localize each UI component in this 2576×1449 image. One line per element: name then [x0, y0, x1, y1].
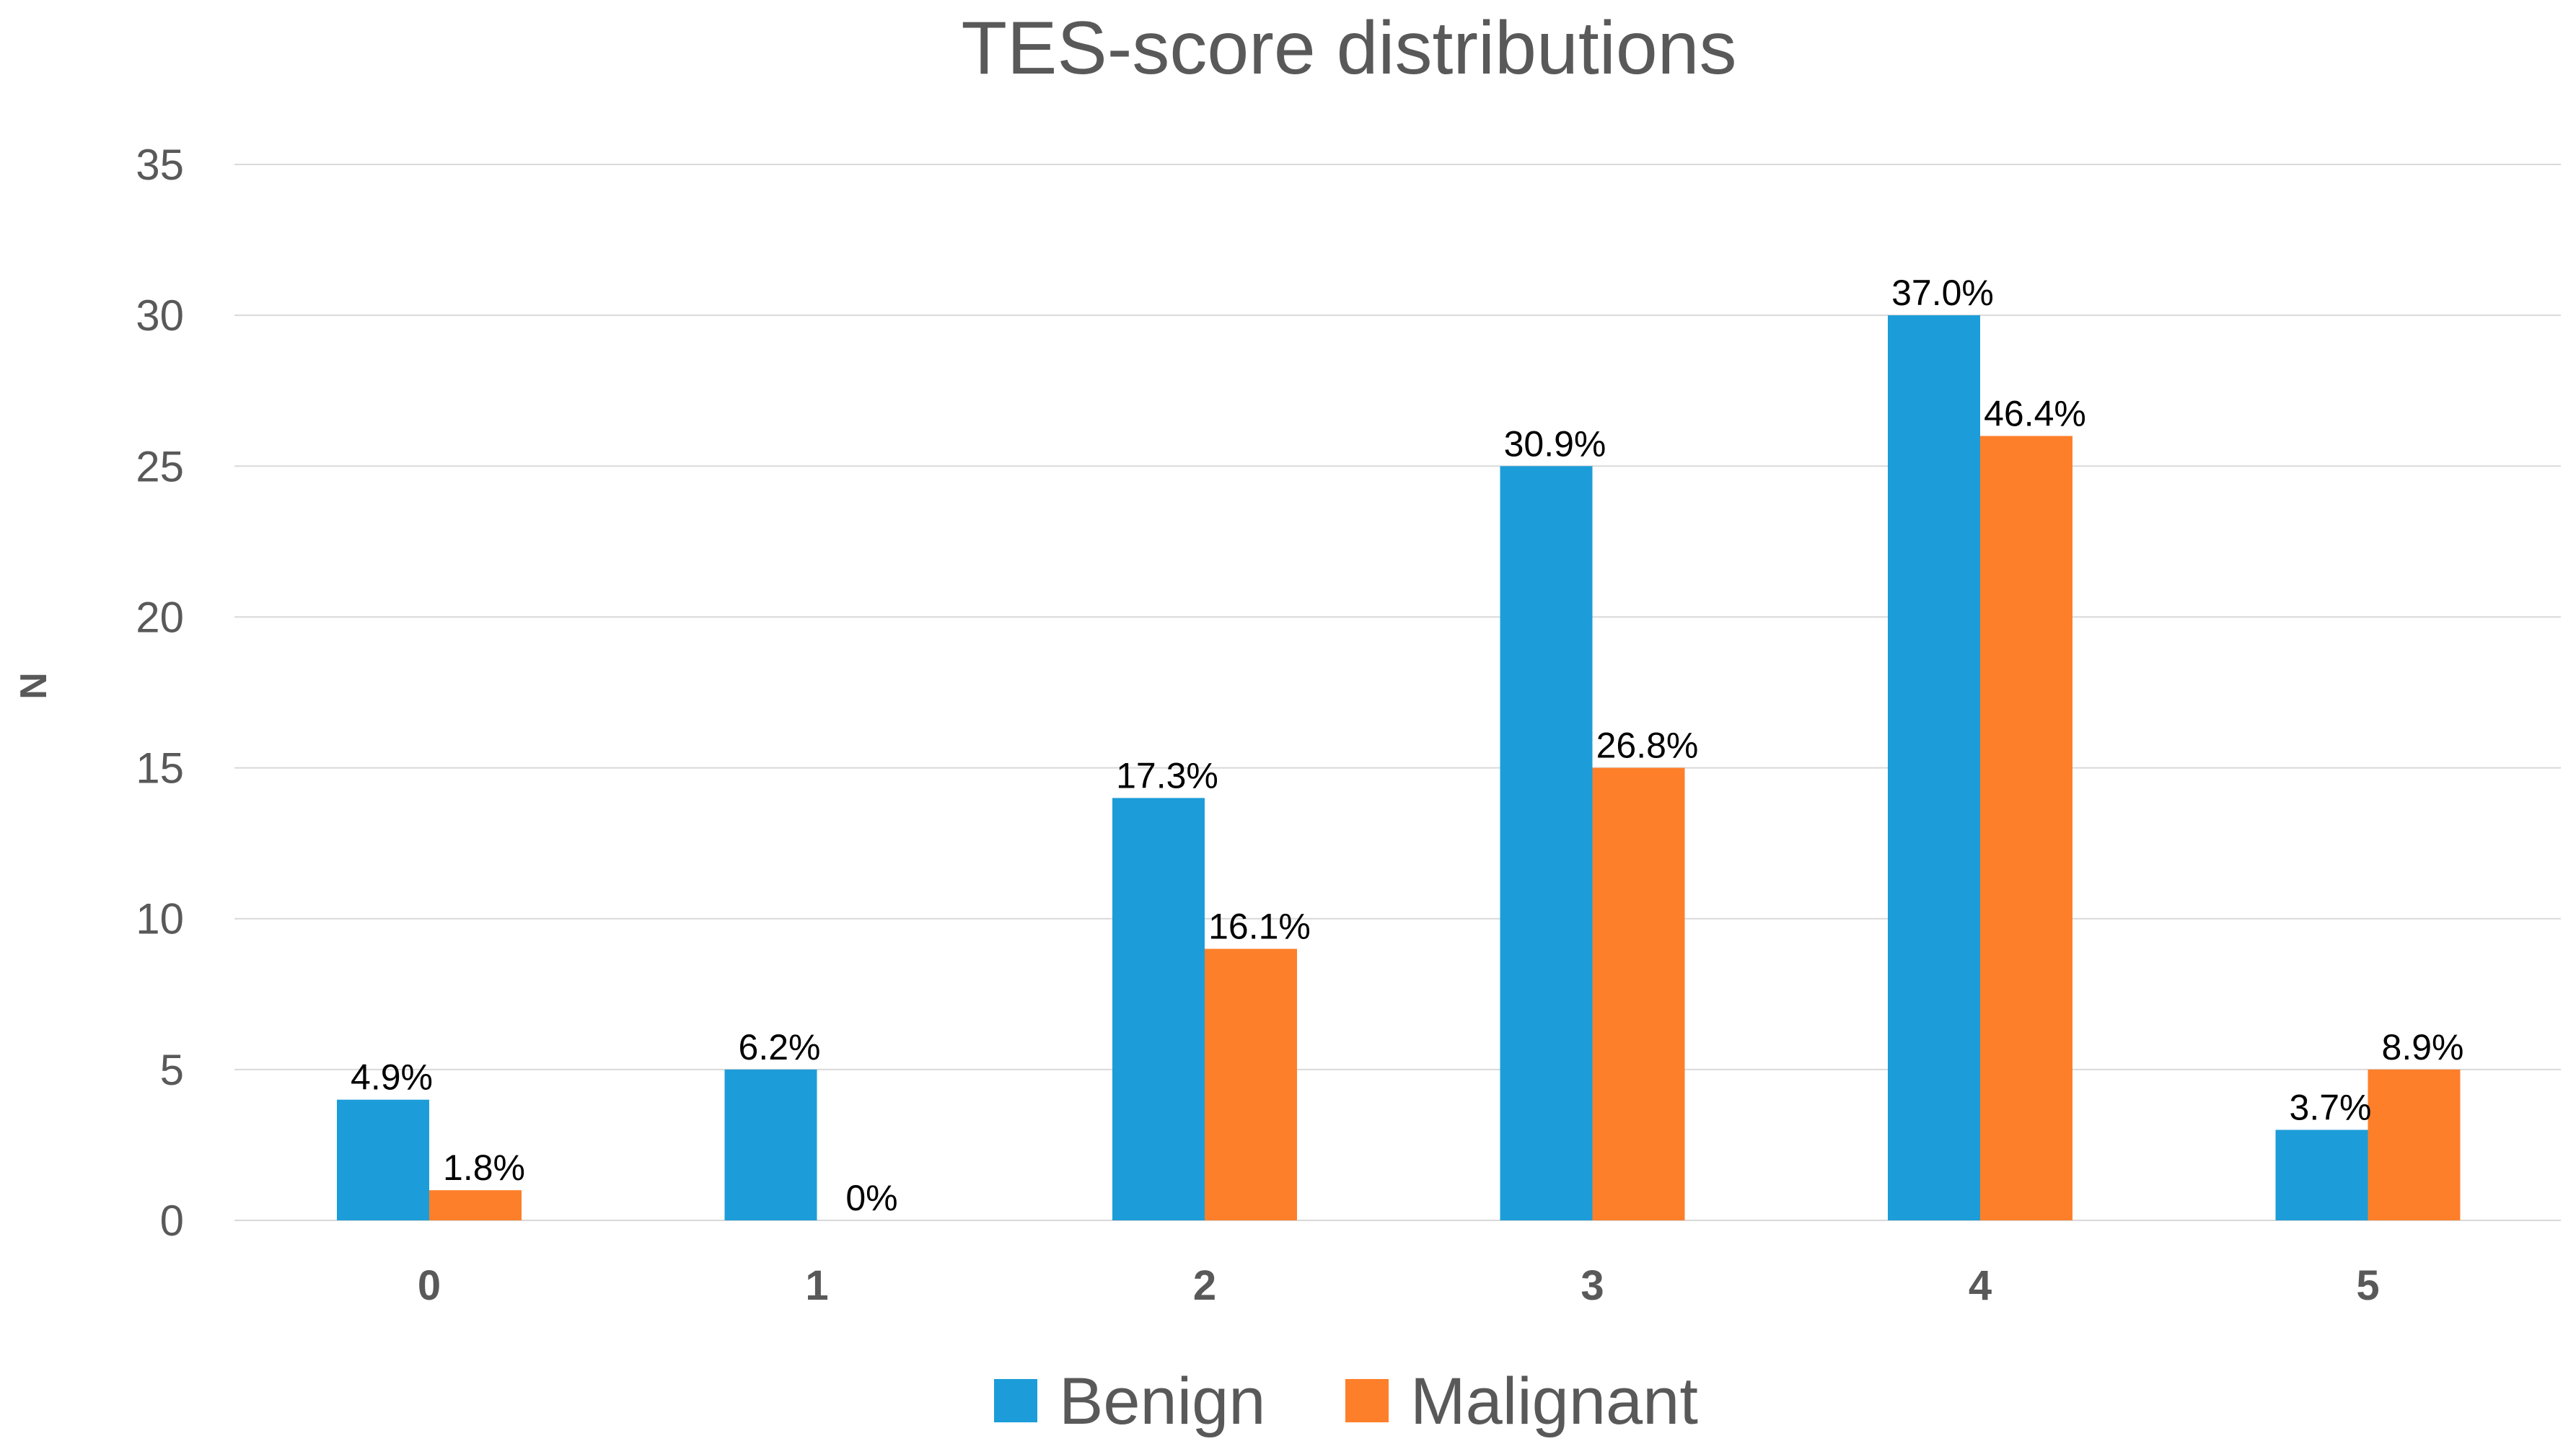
x-tick-label: 4 — [1969, 1262, 1992, 1309]
legend: Benign Malignant — [994, 1365, 1698, 1438]
legend-swatch-malignant — [1345, 1379, 1389, 1422]
x-tick-label: 0 — [418, 1262, 441, 1309]
data-label-benign-4: 37.0% — [1891, 273, 1994, 313]
data-label-malignant-4: 46.4% — [1984, 393, 2086, 433]
data-label-benign-5: 3.7% — [2290, 1088, 2372, 1128]
y-tick-label: 25 — [136, 442, 184, 490]
data-label-benign-3: 30.9% — [1504, 423, 1606, 464]
data-label-benign-2: 17.3% — [1116, 755, 1218, 796]
bar-benign-4 — [1888, 315, 1980, 1221]
bar-malignant-2 — [1205, 948, 1297, 1220]
bar-benign-0 — [337, 1099, 429, 1220]
data-label-malignant-5: 8.9% — [2382, 1027, 2464, 1067]
data-label-malignant-2: 16.1% — [1208, 907, 1311, 947]
x-tick-label: 3 — [1581, 1262, 1604, 1309]
bars — [337, 315, 2461, 1221]
legend-label-benign: Benign — [1059, 1365, 1265, 1438]
y-tick-label: 15 — [136, 744, 184, 793]
bar-benign-2 — [1112, 798, 1205, 1220]
x-tick-label: 2 — [1193, 1262, 1216, 1309]
y-tick-label: 20 — [136, 593, 184, 641]
bar-malignant-5 — [2368, 1069, 2461, 1220]
data-label-malignant-1: 0% — [845, 1178, 897, 1218]
data-label-benign-0: 4.9% — [351, 1057, 433, 1098]
data-labels: 4.9% 1.8% 6.2% 0% 17.3% 16.1% 30.9% 26.8% 37.0% 4… — [351, 273, 2463, 1218]
legend-swatch-benign — [994, 1379, 1037, 1422]
bar-benign-3 — [1500, 466, 1593, 1221]
data-label-malignant-0: 1.8% — [443, 1148, 525, 1188]
bar-malignant-0 — [429, 1190, 522, 1220]
y-axis-ticks: 0 5 10 15 20 25 30 35 — [136, 141, 184, 1245]
bar-malignant-4 — [1980, 436, 2072, 1220]
bar-benign-5 — [2275, 1129, 2368, 1220]
chart-title: TES-score distributions — [961, 6, 1736, 90]
y-tick-label: 0 — [160, 1197, 184, 1245]
y-tick-label: 35 — [136, 141, 184, 189]
legend-label-malignant: Malignant — [1410, 1365, 1698, 1438]
x-tick-label: 5 — [2356, 1262, 2379, 1309]
x-axis-ticks: 0 1 2 3 4 5 — [418, 1262, 2380, 1309]
y-tick-label: 5 — [160, 1046, 184, 1094]
y-tick-label: 30 — [136, 291, 184, 340]
x-tick-label: 1 — [805, 1262, 828, 1309]
bar-benign-1 — [724, 1069, 817, 1220]
data-label-malignant-3: 26.8% — [1596, 726, 1699, 766]
y-tick-label: 10 — [136, 895, 184, 943]
data-label-benign-1: 6.2% — [739, 1027, 821, 1067]
gridlines — [234, 164, 2561, 1221]
y-axis-label: N — [13, 672, 55, 700]
bar-malignant-3 — [1592, 767, 1685, 1220]
